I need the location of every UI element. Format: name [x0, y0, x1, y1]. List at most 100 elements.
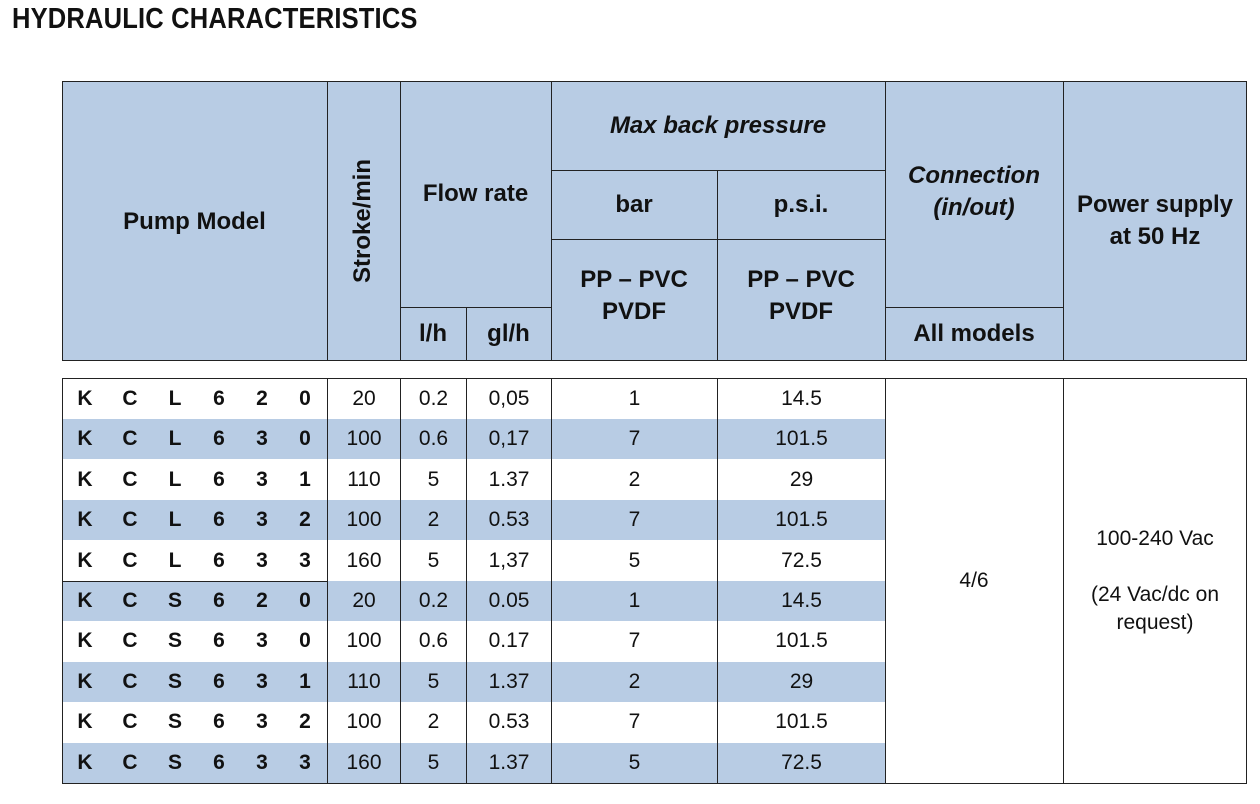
- model-char: K: [77, 629, 93, 653]
- cell-stroke: 20: [352, 387, 376, 410]
- model-char: 1: [299, 467, 311, 491]
- cell-bar: 2: [628, 467, 641, 491]
- model-char: 0: [299, 387, 311, 410]
- header-pump-model: Pump Model: [123, 208, 266, 235]
- header-psi-material-1: PP – PVC: [747, 266, 855, 293]
- cell-lh: 5: [427, 548, 440, 572]
- cell-psi: 29: [789, 467, 814, 491]
- header-bar-material-1: PP – PVC: [580, 266, 688, 293]
- cell-psi: 14.5: [781, 387, 822, 410]
- cell-glh: 1.37: [488, 669, 530, 693]
- model-char: L: [168, 548, 182, 572]
- model-char: K: [77, 508, 93, 532]
- model-char: L: [168, 427, 182, 451]
- cell-bar: 7: [628, 710, 641, 734]
- model-char: C: [122, 387, 138, 410]
- model-char: 3: [256, 508, 268, 532]
- model-char: C: [122, 508, 138, 532]
- model-char: 3: [299, 750, 311, 774]
- header-connection-line-1: Connection: [908, 162, 1040, 189]
- power-value-line-3: request): [1116, 611, 1194, 634]
- cell-glh: 0,17: [488, 427, 530, 451]
- cell-bar: 1: [628, 387, 641, 410]
- model-char: K: [77, 427, 93, 451]
- model-char: C: [122, 548, 138, 572]
- cell-stroke: 110: [347, 467, 381, 491]
- header-divider: [885, 307, 1063, 308]
- header-divider: [400, 81, 401, 361]
- cell-psi: 101.5: [775, 629, 828, 653]
- cell-lh: 0.2: [418, 387, 449, 410]
- page-title: HYDRAULIC CHARACTERISTICS: [12, 3, 418, 35]
- cell-stroke: 100: [346, 710, 382, 734]
- cell-glh: 1.37: [488, 750, 530, 774]
- cell-lh: 2: [427, 508, 440, 532]
- table-row: K C S 6 3 1 110 5 1.37 2 29: [62, 661, 885, 702]
- power-value-line-2: (24 Vac/dc on: [1090, 583, 1220, 606]
- model-char: S: [167, 750, 182, 774]
- model-char: 6: [213, 427, 225, 451]
- cell-glh: 0.05: [488, 589, 530, 612]
- body-divider: [62, 581, 328, 582]
- model-char: L: [168, 508, 182, 532]
- cell-lh: 5: [427, 669, 440, 693]
- cell-bar: 1: [628, 589, 641, 612]
- header-divider: [885, 81, 886, 361]
- body-divider: [400, 378, 401, 784]
- header-flow-lh: l/h: [419, 320, 447, 347]
- table-row: K C L 6 2 0 20 0.2 0,05 1 14.5: [62, 379, 885, 419]
- model-char: 3: [256, 710, 268, 734]
- table-header: Pump Model Stroke/min Flow rate l/h gl/h…: [62, 81, 1247, 361]
- model-char: 6: [213, 467, 225, 491]
- cell-glh: 0,05: [488, 387, 530, 410]
- header-bar: bar: [615, 190, 653, 218]
- model-char: S: [167, 589, 182, 612]
- cell-psi: 101.5: [775, 710, 828, 734]
- power-value-cell: 100-240 Vac (24 Vac/dc on request): [1064, 379, 1246, 785]
- header-divider: [551, 239, 885, 240]
- model-char: K: [77, 548, 93, 572]
- model-char: S: [167, 669, 182, 693]
- cell-psi: 72.5: [781, 548, 822, 572]
- cell-bar: 7: [628, 427, 641, 451]
- model-char: L: [168, 467, 182, 491]
- table-row: K C S 6 2 0 20 0.2 0.05 1 14.5: [62, 581, 885, 621]
- model-char: S: [167, 710, 182, 734]
- model-char: C: [122, 750, 138, 774]
- cell-psi: 29: [789, 669, 814, 693]
- model-char: K: [77, 710, 93, 734]
- table-row: K C S 6 3 0 100 0.6 0.17 7 101.5: [62, 621, 885, 661]
- cell-stroke: 160: [346, 548, 382, 572]
- model-char: 3: [256, 750, 268, 774]
- model-char: 0: [299, 589, 311, 612]
- cell-lh: 2: [427, 710, 440, 734]
- body-divider: [717, 378, 718, 784]
- header-flow-glh: gl/h: [487, 320, 530, 347]
- header-all-models: All models: [913, 320, 1035, 347]
- model-char: 6: [213, 548, 225, 572]
- model-char: K: [77, 467, 93, 491]
- model-char: C: [122, 589, 138, 612]
- model-char: K: [77, 589, 93, 612]
- model-char: 2: [256, 387, 268, 410]
- body-divider: [885, 378, 886, 784]
- model-char: 6: [213, 387, 225, 410]
- header-divider: [327, 81, 328, 361]
- model-char: 0: [299, 629, 311, 653]
- model-char: 3: [256, 467, 268, 491]
- header-connection: Connection (in/out): [885, 81, 1063, 307]
- cell-lh: 5: [427, 750, 440, 774]
- body-divider: [466, 378, 467, 784]
- model-char: 1: [299, 669, 311, 693]
- cell-psi: 101.5: [775, 508, 828, 532]
- cell-psi: 72.5: [781, 750, 822, 774]
- model-char: C: [122, 629, 138, 653]
- model-char: 6: [213, 710, 225, 734]
- cell-bar: 5: [628, 548, 641, 572]
- cell-lh: 0.6: [418, 629, 449, 653]
- model-char: 3: [256, 669, 268, 693]
- model-char: K: [77, 750, 93, 774]
- table-row: K C S 6 3 3 160 5 1.37 5 72.5: [62, 742, 885, 783]
- header-bar-materials: PP – PVC PVDF: [551, 239, 717, 361]
- header-power-line-1: Power supply: [1076, 191, 1234, 218]
